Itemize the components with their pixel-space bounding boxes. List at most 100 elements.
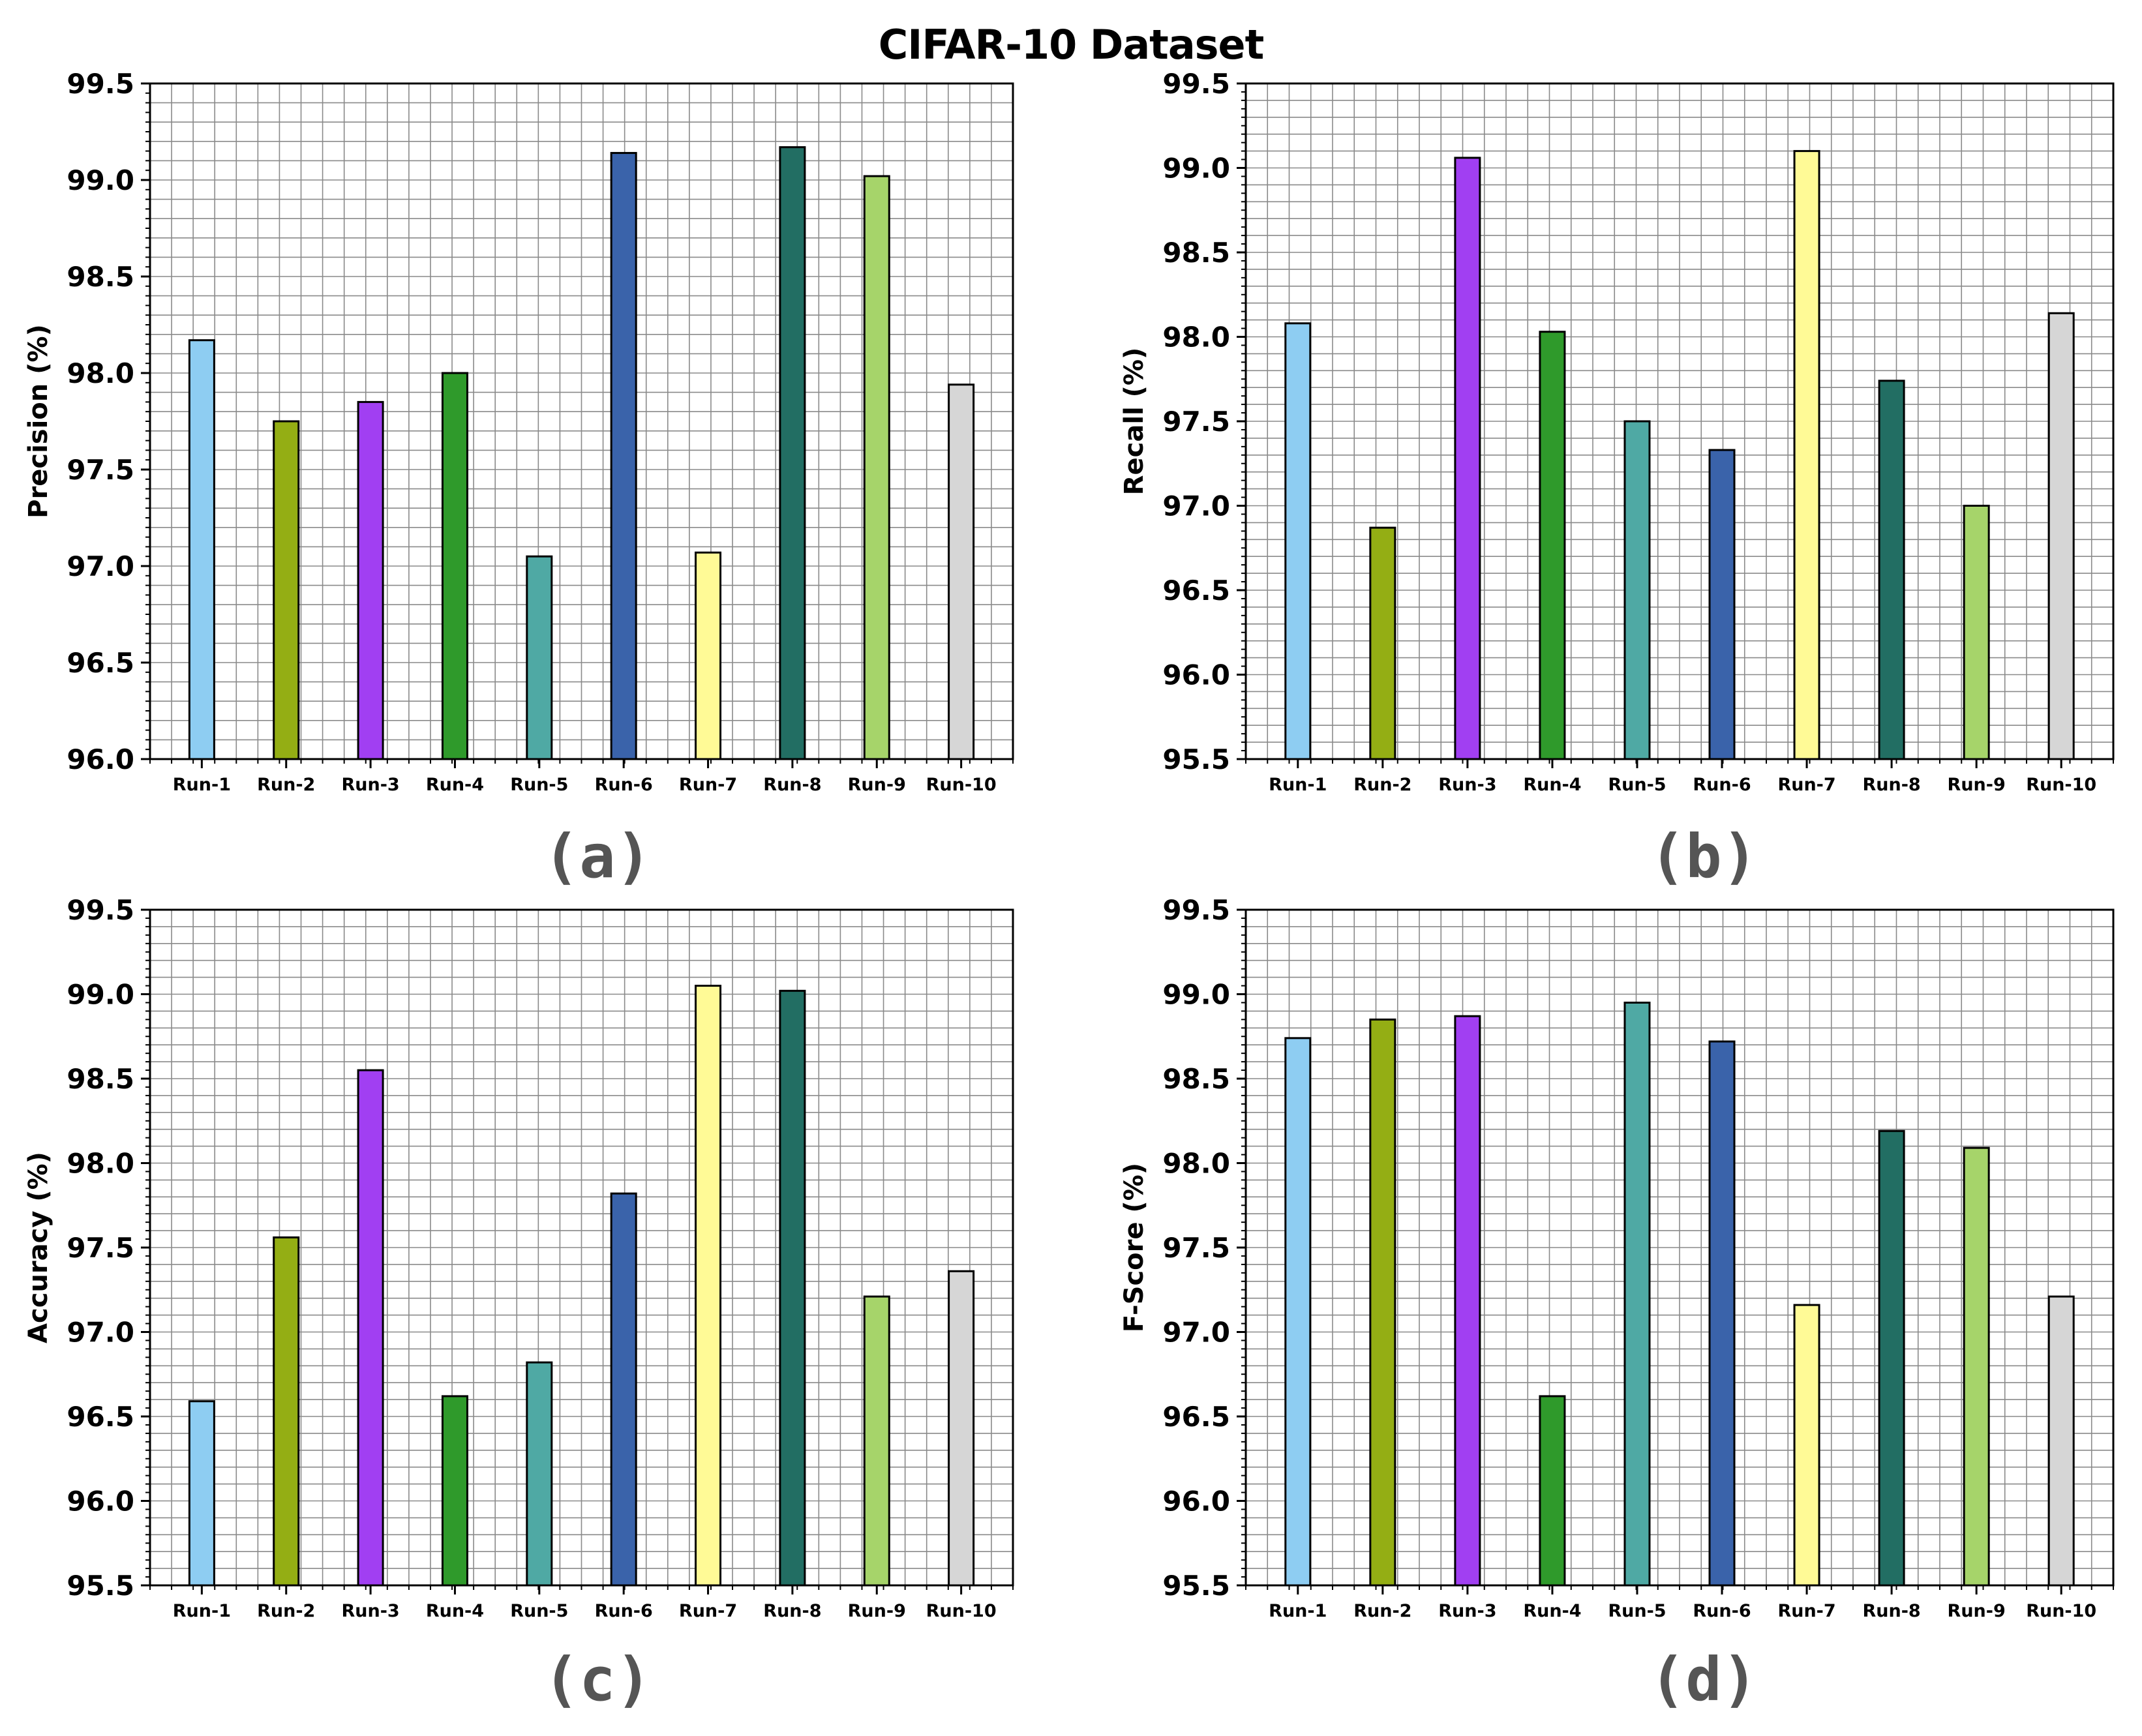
bar-run-1 <box>1284 322 1312 760</box>
bar-run-5 <box>526 555 553 760</box>
bar-run-7 <box>1793 150 1820 760</box>
y-tick-label: 95.5 <box>67 1570 134 1602</box>
y-tick-label: 96.0 <box>1162 659 1230 691</box>
bar-run-3 <box>357 400 384 760</box>
x-tick-label: Run-7 <box>1777 775 1835 795</box>
y-tick-label: 96.5 <box>67 647 134 679</box>
bar-run-10 <box>948 1270 975 1587</box>
x-tick-label: Run-1 <box>1269 775 1327 795</box>
precision-chart: 96.0 96.5 97.0 97.5 98.0 98.5 99.0 99.5 Run-1 Run… <box>23 68 1014 795</box>
bar-run-9 <box>863 175 890 760</box>
y-tick-label: 99.0 <box>1162 153 1230 185</box>
bar-run-8 <box>1878 380 1905 760</box>
x-tick-label: Run-10 <box>926 775 997 795</box>
x-tick-label: Run-5 <box>510 1601 568 1621</box>
bar-run-6 <box>1708 449 1736 760</box>
x-tick-label: Run-7 <box>1777 1601 1835 1621</box>
y-tick-label: 98.5 <box>1162 237 1230 269</box>
accuracy-chart: 95.5 96.0 96.5 97.0 97.5 98.0 98.5 99.0 99.5 Run-… <box>23 894 1014 1621</box>
y-tick-label: 96.5 <box>1162 1401 1230 1433</box>
y-tick-label: 98.5 <box>67 1063 134 1095</box>
x-tick-label: Run-5 <box>1608 1601 1666 1621</box>
x-tick-label: Run-8 <box>1862 775 1920 795</box>
bar-run-7 <box>695 551 722 760</box>
panel-caption-d: (d) <box>1649 1645 1758 1714</box>
bar-run-9 <box>1963 1146 1990 1587</box>
x-tick-label: Run-6 <box>1693 775 1751 795</box>
x-tick-label: Run-1 <box>173 1601 231 1621</box>
y-tick-label: 96.0 <box>67 743 134 775</box>
panel-caption-c: (c) <box>543 1645 652 1714</box>
x-tick-label: Run-9 <box>848 775 906 795</box>
bar-run-2 <box>273 1236 300 1587</box>
bar-run-10 <box>2047 312 2075 760</box>
x-tick-label: Run-10 <box>2026 775 2096 795</box>
bar-run-8 <box>779 989 806 1587</box>
x-tick-label: Run-8 <box>763 775 821 795</box>
bar-run-7 <box>1793 1304 1820 1587</box>
y-axis-label: Accuracy (%) <box>23 1152 53 1343</box>
y-tick-label: 97.5 <box>1162 406 1230 438</box>
x-tick-label: Run-1 <box>173 775 231 795</box>
x-tick-label: Run-5 <box>1608 775 1666 795</box>
x-tick-label: Run-7 <box>679 1601 737 1621</box>
x-tick-label: Run-4 <box>426 775 484 795</box>
y-tick-label: 97.5 <box>1162 1232 1230 1264</box>
y-tick-label: 98.0 <box>67 357 134 389</box>
panel-caption-b: (b) <box>1649 822 1758 891</box>
bar-run-2 <box>1369 1018 1396 1587</box>
x-tick-label: Run-3 <box>341 775 399 795</box>
y-tick-label: 97.5 <box>67 454 134 486</box>
x-tick-label: Run-4 <box>1523 1601 1581 1621</box>
bar-run-9 <box>863 1295 890 1587</box>
x-tick-label: Run-3 <box>1438 775 1496 795</box>
bar-run-3 <box>1454 157 1481 760</box>
y-axis-label: F-Score (%) <box>1119 1163 1149 1332</box>
bar-run-8 <box>1878 1130 1905 1587</box>
bar-run-1 <box>188 339 215 760</box>
y-tick-label: 99.0 <box>67 979 134 1011</box>
bar-run-2 <box>273 420 300 760</box>
bar-run-6 <box>610 1192 637 1587</box>
x-tick-label: Run-6 <box>1693 1601 1751 1621</box>
y-tick-label: 97.0 <box>67 550 134 582</box>
x-tick-label: Run-6 <box>595 775 653 795</box>
x-tick-label: Run-1 <box>1269 1601 1327 1621</box>
y-tick-label: 96.5 <box>67 1401 134 1433</box>
y-tick-label: 99.0 <box>1162 979 1230 1011</box>
x-tick-label: Run-5 <box>510 775 568 795</box>
x-tick-label: Run-10 <box>926 1601 997 1621</box>
x-tick-label: Run-10 <box>2026 1601 2096 1621</box>
panel-caption-a: (a) <box>543 822 652 891</box>
y-tick-label: 99.5 <box>67 68 134 100</box>
y-axis-label: Recall (%) <box>1119 348 1149 496</box>
y-tick-label: 99.5 <box>1162 894 1230 926</box>
x-tick-label: Run-8 <box>763 1601 821 1621</box>
x-tick-label: Run-2 <box>257 1601 315 1621</box>
y-tick-label: 97.0 <box>1162 1317 1230 1349</box>
x-tick-label: Run-9 <box>848 1601 906 1621</box>
bar-run-9 <box>1963 505 1990 760</box>
bar-run-3 <box>1454 1015 1481 1587</box>
bar-run-5 <box>1623 420 1651 760</box>
y-tick-label: 97.5 <box>67 1232 134 1264</box>
bar-run-4 <box>441 1395 468 1587</box>
bar-run-7 <box>695 985 722 1587</box>
y-tick-label: 95.5 <box>1162 743 1230 775</box>
figure-title: CIFAR-10 Dataset <box>878 21 1265 68</box>
y-tick-label: 99.0 <box>67 164 134 196</box>
y-tick-label: 96.0 <box>67 1486 134 1518</box>
x-tick-label: Run-2 <box>1353 775 1411 795</box>
bar-run-1 <box>1284 1037 1312 1587</box>
bar-run-2 <box>1369 526 1396 760</box>
y-tick-label: 99.5 <box>1162 68 1230 100</box>
y-tick-label: 98.0 <box>1162 1148 1230 1180</box>
y-tick-label: 98.5 <box>1162 1063 1230 1095</box>
bar-run-5 <box>526 1361 553 1587</box>
bar-run-10 <box>2047 1295 2075 1587</box>
y-tick-label: 95.5 <box>1162 1570 1230 1602</box>
bar-run-8 <box>779 146 806 760</box>
bar-run-6 <box>1708 1040 1736 1587</box>
x-tick-label: Run-2 <box>257 775 315 795</box>
y-axis-label: Precision (%) <box>23 324 53 518</box>
